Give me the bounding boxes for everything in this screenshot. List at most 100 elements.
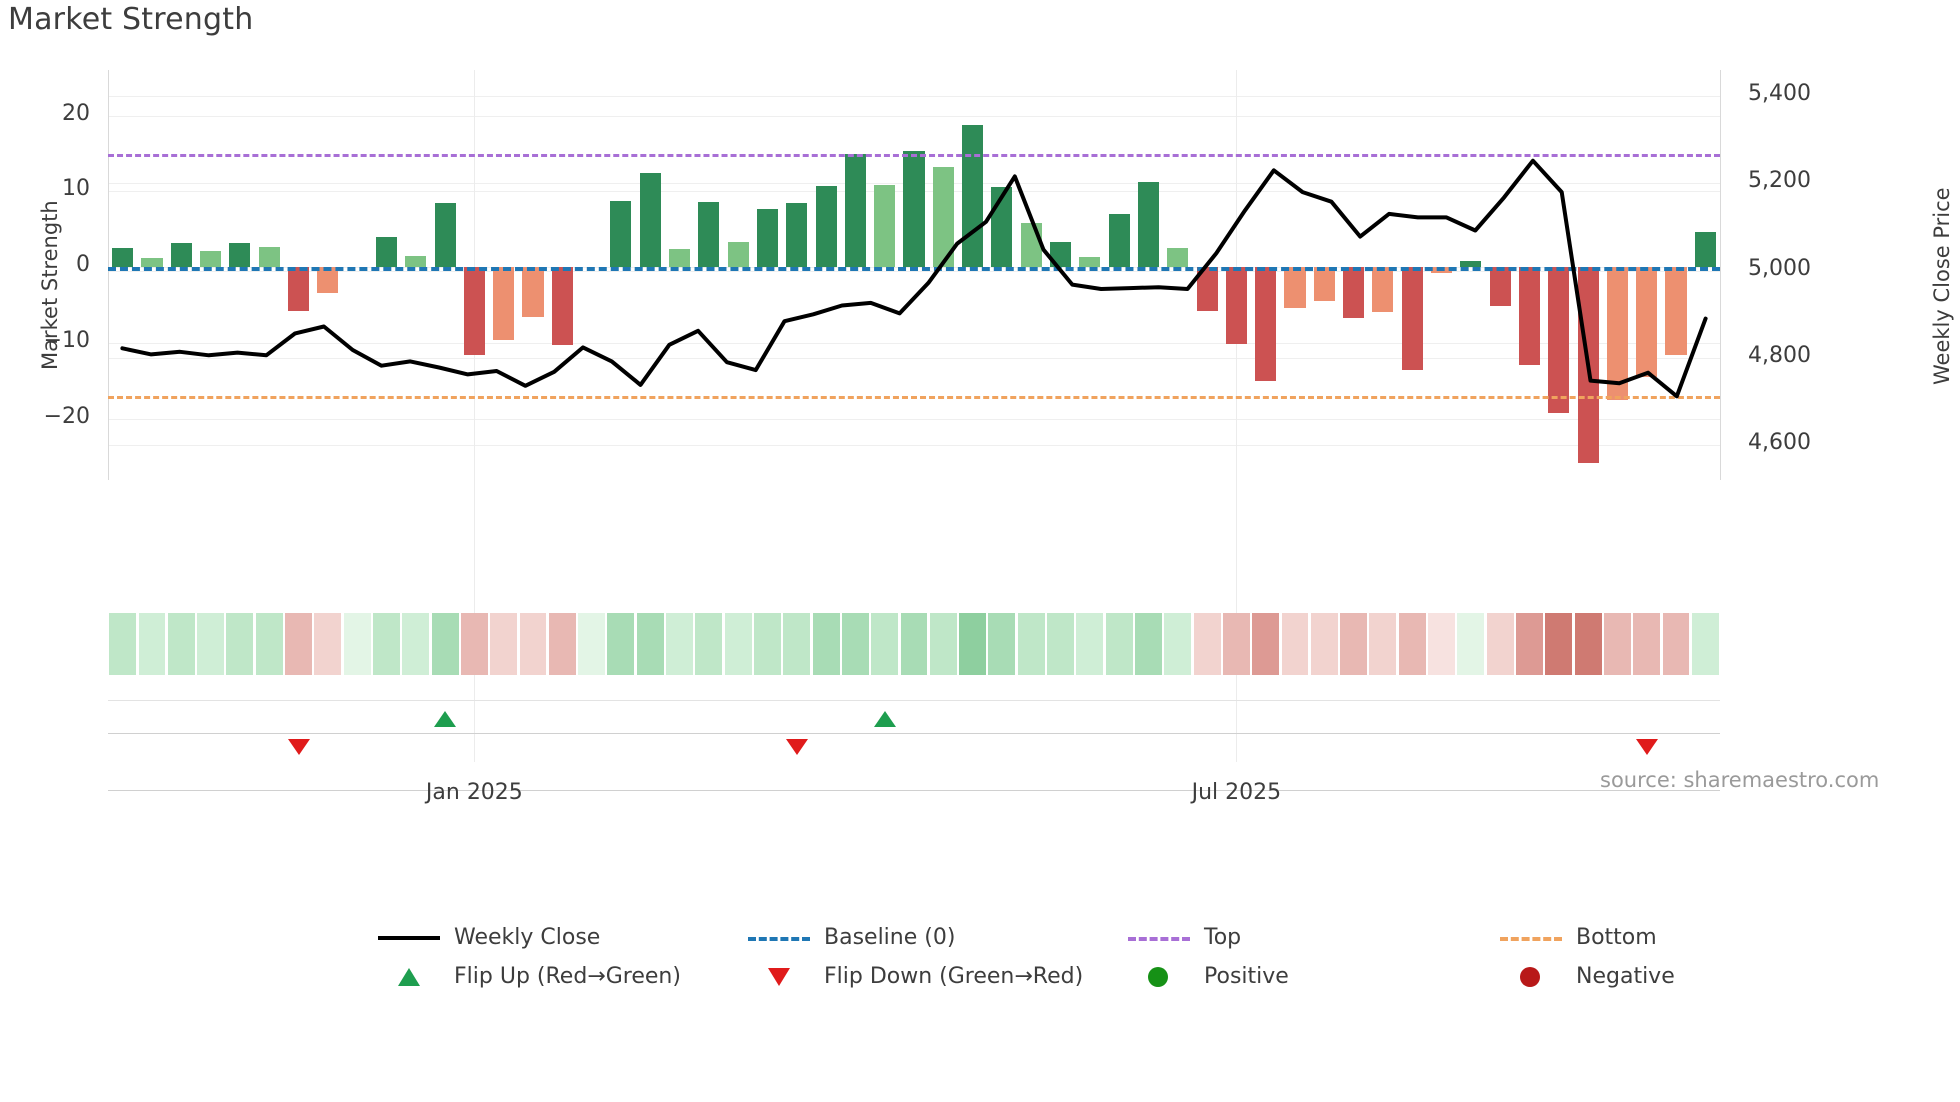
flip-down-marker [785, 739, 808, 755]
strength-bar [1343, 267, 1365, 319]
left-axis-spine [108, 70, 109, 480]
strength-bar [727, 242, 749, 268]
strength-bar [991, 186, 1013, 268]
heatmap-cell [519, 613, 547, 675]
heatmap-cell [1398, 613, 1426, 675]
legend-row-markers: Flip Up (Red→Green) Flip Down (Green→Red)… [0, 964, 1960, 1003]
legend-label: Baseline (0) [824, 925, 956, 950]
right-axis-spine [1720, 70, 1721, 480]
heatmap-cell [1047, 613, 1074, 675]
legend-swatch [748, 928, 810, 948]
gridline-horizontal-right [108, 357, 1720, 359]
dashed-line-icon [748, 936, 810, 941]
strength-bar [756, 208, 778, 268]
left-axis-tick: −10 [43, 328, 90, 354]
heatmap-cell [314, 613, 342, 675]
legend-item-top[interactable]: Top [1128, 925, 1241, 950]
legend-item-weekly-close[interactable]: Weekly Close [378, 925, 600, 950]
baseline-zero-line [108, 267, 1720, 272]
x-axis-tick: Jul 2025 [1191, 780, 1282, 805]
heatmap-cell [1222, 613, 1250, 675]
strength-bar [258, 246, 280, 268]
heatmap-cell [1574, 613, 1602, 675]
gridline-horizontal-right [108, 445, 1720, 447]
flip-up-marker [873, 711, 896, 727]
legend-item-negative[interactable]: Negative [1500, 964, 1675, 989]
heatmap-cell [1633, 613, 1661, 675]
legend-swatch [748, 967, 810, 987]
gridline-vertical [1236, 70, 1238, 762]
top-threshold-line [108, 153, 1720, 157]
circle-icon [1520, 966, 1540, 987]
heatmap-cell [1193, 613, 1221, 675]
strength-bar [1313, 267, 1335, 301]
strength-bar [1225, 267, 1247, 345]
heatmap-cell [724, 613, 752, 675]
heatmap-cell [285, 613, 312, 675]
strength-bar [229, 243, 251, 268]
legend-item-bottom[interactable]: Bottom [1500, 925, 1657, 950]
legend-item-positive[interactable]: Positive [1128, 964, 1289, 989]
heatmap-cell [1310, 613, 1338, 675]
strength-bar [1255, 267, 1277, 381]
strength-bar [844, 153, 866, 268]
legend-item-flip-up[interactable]: Flip Up (Red→Green) [378, 964, 681, 989]
strength-bar [375, 237, 397, 268]
right-axis-tick: 5,400 [1748, 81, 1811, 107]
strength-bar [405, 256, 427, 268]
right-axis-tick: 4,600 [1748, 430, 1811, 456]
strength-bar [1049, 241, 1072, 268]
solid-line-icon [378, 935, 440, 940]
strength-bar [815, 186, 837, 268]
heatmap-cell [109, 613, 137, 675]
heatmap-cell [138, 613, 166, 675]
heatmap-cell [1164, 613, 1192, 675]
triangle-down-icon [768, 967, 790, 986]
heatmap-cell [1135, 613, 1162, 675]
heatmap-cell [1691, 613, 1719, 675]
gridline-horizontal [108, 343, 1720, 345]
legend-swatch [1500, 966, 1562, 987]
heatmap-cell [1662, 613, 1690, 675]
legend-item-baseline[interactable]: Baseline (0) [748, 925, 955, 950]
strength-bar [1518, 267, 1541, 365]
heatmap-cell [343, 613, 371, 675]
flip-down-marker [1635, 739, 1658, 755]
dotted-line-icon [1500, 936, 1562, 941]
strength-bar [1196, 267, 1218, 312]
strength-bar [874, 185, 896, 268]
heatmap-cell [1076, 613, 1104, 675]
separator-rule-upper [108, 700, 1720, 701]
heatmap-cell [548, 613, 576, 675]
right-axis-tick: 4,800 [1748, 342, 1811, 368]
strength-bar [200, 251, 222, 268]
x-axis-tick: Jan 2025 [425, 780, 523, 805]
heatmap-cell [783, 613, 811, 675]
heatmap-cell [460, 613, 488, 675]
heatmap-cell [372, 613, 400, 675]
heatmap-cell [1486, 613, 1514, 675]
gridline-horizontal [108, 419, 1720, 421]
strength-bar [1694, 232, 1716, 268]
strength-bar [1577, 267, 1599, 464]
heatmap-cell [1340, 613, 1368, 675]
gridline-horizontal-right [108, 96, 1720, 98]
left-axis-tick: 10 [62, 176, 90, 202]
strength-bar [1636, 267, 1658, 378]
gridline-vertical [474, 70, 476, 762]
heatmap-cell [871, 613, 899, 675]
heatmap-cell [1603, 613, 1631, 675]
legend-item-flip-down[interactable]: Flip Down (Green→Red) [748, 964, 1083, 989]
strength-bar [287, 267, 310, 311]
heatmap-cell [1017, 613, 1045, 675]
heatmap-cell [1545, 613, 1573, 675]
dotted-line-icon [1128, 936, 1190, 941]
circle-icon [1148, 966, 1168, 987]
legend-row-primary: Weekly Close Baseline (0) Top Bottom [0, 925, 1960, 964]
heatmap-cell [841, 613, 869, 675]
heatmap-cell [607, 613, 635, 675]
right-axis-title: Weekly Close Price [1930, 187, 1954, 385]
heatmap-cell [695, 613, 723, 675]
strength-bar [786, 202, 808, 268]
heatmap-cell [636, 613, 664, 675]
